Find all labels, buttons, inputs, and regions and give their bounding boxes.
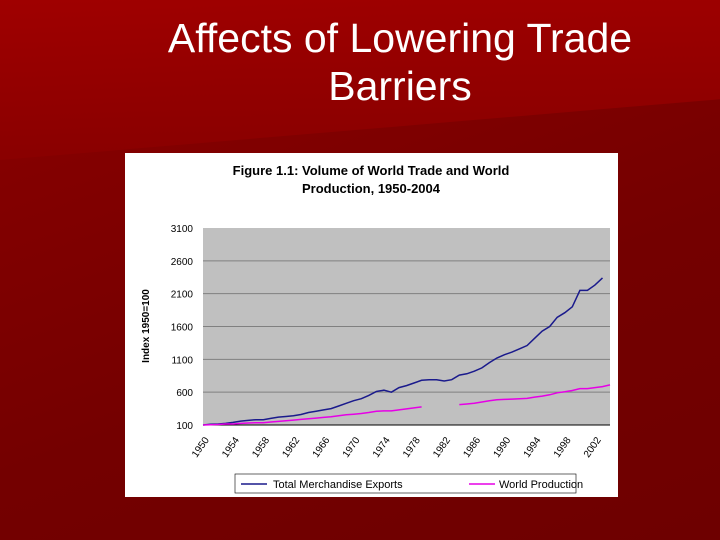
- chart-title-line-1: Figure 1.1: Volume of World Trade and Wo…: [233, 163, 510, 178]
- legend: Total Merchandise Exports World Productio…: [241, 479, 583, 491]
- x-tick-label: 1962: [281, 435, 303, 460]
- x-tick-label: 1998: [552, 435, 574, 460]
- gridlines: [203, 260, 610, 393]
- y-tick-label: 600: [176, 388, 193, 399]
- y-tick-label: 100: [176, 421, 193, 432]
- chart-card: Figure 1.1: Volume of World Trade and Wo…: [125, 153, 618, 497]
- y-tick-label: 1600: [171, 323, 194, 334]
- x-tick-label: 1954: [220, 435, 242, 460]
- x-tick-label: 1982: [431, 435, 453, 460]
- slide-title: Affects of Lowering Trade Barriers: [167, 15, 633, 109]
- x-tick-label: 1970: [341, 435, 363, 460]
- series-line-production: [459, 384, 611, 406]
- series-group: [202, 277, 611, 426]
- legend-box: [234, 473, 577, 494]
- x-tick-label: 1974: [371, 435, 393, 460]
- y-axis-label: Index 1950=100: [141, 289, 152, 363]
- x-tick-label: 2002: [582, 435, 604, 460]
- x-tick-label: 1958: [250, 435, 272, 460]
- y-axis-ticks: 100 600 1100 1600 2100 2600 3100: [171, 224, 194, 432]
- chart-title-line-2: Production, 1950-2004: [302, 181, 441, 196]
- y-tick-label: 3100: [171, 224, 194, 235]
- x-tick-label: 1950: [190, 435, 212, 460]
- series-line-exports: [202, 277, 604, 426]
- x-tick-label: 1986: [461, 435, 483, 460]
- line-chart: Figure 1.1: Volume of World Trade and Wo…: [141, 163, 611, 494]
- y-tick-label: 2100: [171, 290, 194, 301]
- series-line-production: [202, 406, 422, 426]
- legend-label: Total Merchandise Exports: [273, 479, 403, 491]
- x-tick-label: 1966: [311, 435, 333, 460]
- legend-label: World Production: [499, 479, 583, 491]
- y-tick-label: 1100: [171, 355, 193, 366]
- x-tick-label: 1978: [401, 435, 423, 460]
- y-tick-label: 2600: [171, 257, 194, 268]
- x-tick-label: 1994: [522, 435, 544, 460]
- x-axis-ticks: 1950 1954 1958 1962 1966 1970 1974 1978 1982 1986…: [190, 424, 610, 460]
- x-tick-label: 1990: [492, 435, 514, 460]
